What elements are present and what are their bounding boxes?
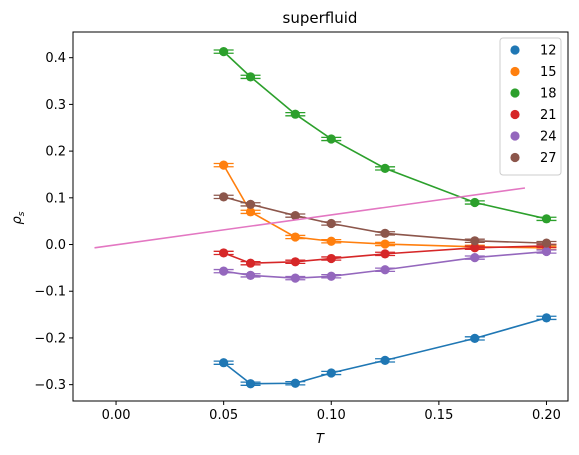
y-tick-label: 0.0 bbox=[45, 238, 66, 253]
series-27 bbox=[213, 192, 557, 248]
y-axis-label: ρs bbox=[10, 211, 27, 224]
data-point bbox=[541, 246, 552, 257]
data-point bbox=[219, 192, 229, 202]
data-point bbox=[290, 210, 300, 221]
data-point bbox=[245, 207, 256, 217]
data-point bbox=[380, 228, 390, 238]
y-tick-label: 0.2 bbox=[45, 145, 66, 160]
data-point bbox=[290, 109, 300, 119]
y-axis-label-symbol: ρ bbox=[10, 215, 25, 224]
series-layer bbox=[213, 47, 557, 389]
x-axis-label: T bbox=[316, 432, 325, 447]
x-tick-label: 0.20 bbox=[532, 408, 561, 423]
fit-line bbox=[94, 187, 526, 249]
data-point bbox=[326, 271, 336, 281]
data-point bbox=[290, 378, 300, 388]
data-point bbox=[245, 270, 256, 280]
legend-marker bbox=[510, 109, 520, 120]
series-12 bbox=[213, 313, 557, 389]
y-axis: −0.3 −0.2 −0.1 0.0 0.1 0.2 0.3 0.4 bbox=[34, 51, 73, 393]
data-point bbox=[380, 163, 390, 173]
legend-label: 18 bbox=[540, 87, 557, 102]
data-point bbox=[219, 358, 229, 368]
x-tick-label: 0.15 bbox=[424, 408, 453, 423]
data-point bbox=[326, 368, 336, 378]
legend-marker bbox=[510, 45, 520, 55]
data-point bbox=[541, 313, 552, 323]
legend-item-12: 12 bbox=[510, 44, 557, 59]
data-point bbox=[541, 214, 552, 224]
legend: 12 15 18 21 24 27 bbox=[499, 37, 562, 176]
data-point bbox=[219, 266, 229, 276]
data-point bbox=[470, 253, 480, 263]
chart-title: superfluid bbox=[283, 9, 358, 27]
data-point bbox=[290, 257, 300, 267]
legend-marker bbox=[510, 88, 520, 98]
legend-marker bbox=[510, 131, 520, 141]
y-tick-label: −0.1 bbox=[34, 285, 66, 300]
y-axis-label-subscript: s bbox=[17, 211, 27, 216]
y-tick-label: 0.4 bbox=[45, 51, 66, 66]
data-point bbox=[219, 47, 229, 57]
y-tick-label: −0.3 bbox=[34, 378, 66, 393]
legend-item-15: 15 bbox=[510, 65, 557, 80]
data-point bbox=[470, 236, 480, 246]
data-point bbox=[541, 238, 552, 248]
data-point bbox=[326, 253, 336, 264]
data-point bbox=[326, 236, 336, 246]
data-point bbox=[326, 134, 336, 144]
data-point bbox=[470, 243, 480, 253]
legend-label: 24 bbox=[540, 130, 557, 145]
legend-item-24: 24 bbox=[510, 130, 557, 145]
legend-item-18: 18 bbox=[510, 87, 557, 102]
data-point bbox=[470, 197, 480, 208]
data-point bbox=[380, 239, 390, 249]
y-tick-label: 0.3 bbox=[45, 98, 66, 113]
data-point bbox=[290, 232, 300, 242]
data-point bbox=[380, 355, 390, 365]
data-point bbox=[245, 199, 256, 209]
data-point bbox=[380, 249, 390, 259]
x-tick-label: 0.05 bbox=[209, 408, 238, 423]
legend-label: 12 bbox=[540, 44, 557, 59]
data-point bbox=[290, 273, 300, 283]
x-tick-label: 0.10 bbox=[317, 408, 346, 423]
legend-item-27: 27 bbox=[510, 151, 557, 166]
data-point bbox=[380, 265, 390, 275]
fit-line-layer bbox=[94, 187, 526, 249]
data-point bbox=[245, 72, 256, 82]
legend-marker bbox=[510, 66, 520, 77]
data-point bbox=[219, 160, 229, 170]
legend-label: 27 bbox=[540, 151, 557, 166]
series-24 bbox=[213, 246, 557, 283]
legend-label: 21 bbox=[540, 108, 557, 123]
legend-marker bbox=[510, 152, 520, 163]
x-tick-label: 0.00 bbox=[102, 408, 131, 423]
data-point bbox=[326, 218, 336, 229]
data-point bbox=[219, 248, 229, 258]
data-point bbox=[245, 258, 256, 268]
data-point bbox=[245, 379, 256, 389]
y-tick-label: 0.1 bbox=[45, 191, 66, 206]
x-axis: 0.00 0.05 0.10 0.15 0.20 bbox=[102, 401, 561, 423]
plot-frame bbox=[72, 31, 569, 402]
legend-item-21: 21 bbox=[510, 108, 557, 123]
series-18 bbox=[213, 47, 557, 224]
y-tick-label: −0.2 bbox=[34, 331, 66, 346]
legend-label: 15 bbox=[540, 65, 557, 80]
data-point bbox=[470, 333, 480, 344]
